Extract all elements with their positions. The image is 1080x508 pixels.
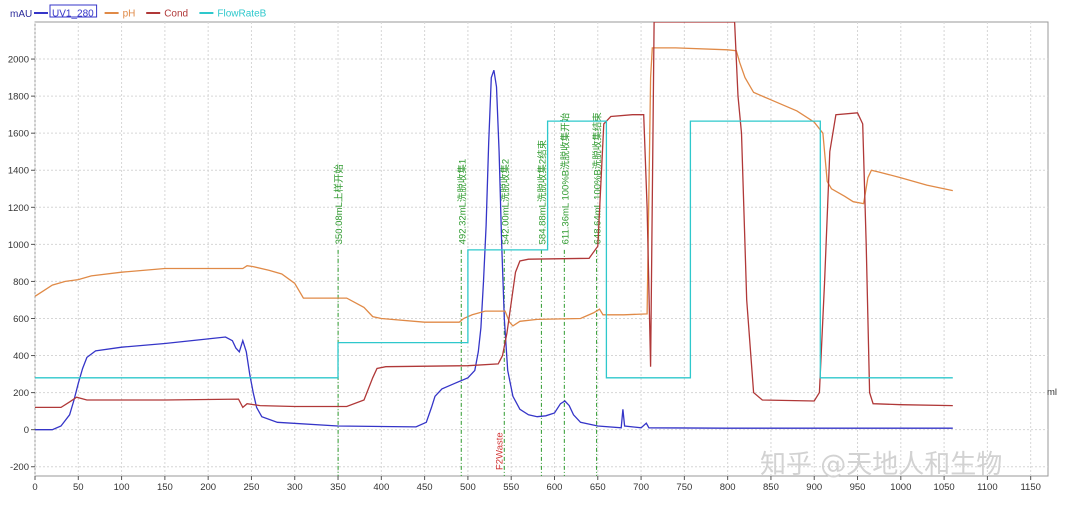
plot-frame — [34, 21, 1049, 477]
legend-label-2: Cond — [164, 9, 188, 20]
x-tick-label-8: 400 — [373, 482, 389, 493]
x-tick-label-15: 750 — [676, 482, 692, 493]
x-tick-label-17: 850 — [763, 482, 779, 493]
y-unit-label: mAU — [10, 9, 32, 20]
x-tick-label-9: 450 — [417, 482, 433, 493]
x-tick-label-6: 300 — [287, 482, 303, 493]
legend-label-1: pH — [123, 9, 136, 20]
marker-label-2: 542.00mL洗脱收集2 — [499, 159, 511, 245]
watermark: 知乎 @天地人和生物 — [760, 450, 1002, 480]
y-tick-label-9: 1600 — [8, 129, 29, 140]
series-line-ph — [35, 47, 953, 327]
legend: mAU UV1_280 pH Cond FlowRateB — [10, 4, 267, 20]
x-tick-label-7: 350 — [330, 482, 346, 493]
legend-label-3: FlowRateB — [217, 9, 266, 20]
x-tick-label-19: 950 — [850, 482, 866, 493]
series-line-uv1-280 — [35, 69, 953, 431]
x-tick-label-22: 1100 — [977, 482, 997, 493]
x-tick-label-16: 800 — [720, 482, 736, 493]
marker-label-5: 648.64mL 100%B洗脱收集结束 — [592, 112, 604, 245]
y-tick-label-7: 1200 — [8, 203, 29, 214]
y-tick-label-4: 600 — [13, 314, 29, 325]
x-tick-label-23: 1150 — [1020, 482, 1040, 493]
x-tick-label-2: 100 — [114, 482, 130, 493]
x-unit-label: ml — [1047, 387, 1057, 398]
marker-label-0: 350.08mL上样开始 — [333, 164, 345, 245]
legend-label-0: UV1_280 — [52, 9, 94, 20]
x-tick-label-20: 1000 — [890, 482, 911, 493]
axes: 0 50 100 150 200 250 300 350 400 450 500 550 600 650 7… — [8, 55, 1041, 493]
x-tick-label-11: 550 — [503, 482, 519, 493]
y-tick-label-11: 2000 — [8, 55, 29, 66]
y-tick-label-1: 0 — [24, 425, 29, 436]
x-tick-label-13: 650 — [590, 482, 606, 493]
x-tick-label-5: 250 — [244, 482, 260, 493]
y-tick-label-2: 200 — [13, 388, 29, 399]
x-tick-label-10: 500 — [460, 482, 476, 493]
fraction-label: F2Waste — [494, 432, 505, 470]
y-tick-label-8: 1400 — [8, 166, 29, 177]
x-tick-label-12: 600 — [547, 482, 563, 493]
x-tick-label-18: 900 — [806, 482, 822, 493]
y-tick-label-6: 1000 — [8, 240, 29, 251]
y-tick-label-3: 400 — [13, 351, 29, 362]
marker-label-4: 611.36mL 100%B洗脱收集开始 — [559, 112, 571, 244]
marker-label-3: 584.88mL洗脱收集2结束 — [536, 139, 548, 244]
marker-label-1: 492.32mL洗脱收集1 — [456, 159, 468, 245]
series-lines — [35, 22, 953, 431]
x-tick-label-1: 50 — [73, 482, 84, 493]
y-tick-label-0: -200 — [10, 462, 29, 473]
y-tick-label-10: 1800 — [8, 92, 29, 103]
x-tick-label-14: 700 — [633, 482, 649, 493]
event-markers: 350.08mL上样开始 492.32mL洗脱收集1 542.00mL洗脱收集2 58… — [333, 112, 604, 476]
legend-selected-box — [49, 4, 98, 18]
x-tick-label-4: 200 — [200, 482, 216, 493]
x-tick-label-3: 150 — [157, 482, 173, 493]
series-line-flowrateb — [35, 120, 953, 379]
x-tick-label-21: 1050 — [934, 482, 955, 493]
y-tick-label-5: 800 — [13, 277, 29, 288]
series-line-cond — [35, 22, 953, 409]
x-tick-label-0: 0 — [32, 482, 37, 493]
grid — [34, 21, 1049, 477]
